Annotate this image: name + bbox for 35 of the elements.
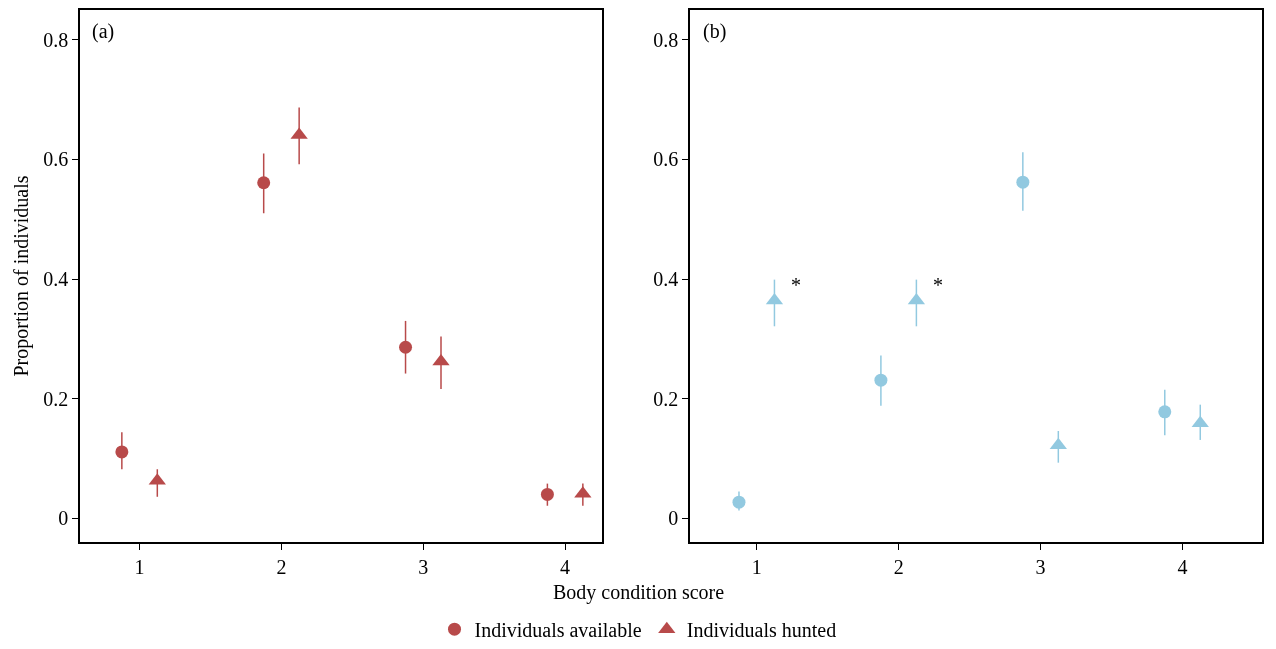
x-tick-label: 3 — [1035, 555, 1046, 578]
annotation: * — [791, 274, 801, 296]
x-tick-label: 3 — [418, 555, 429, 578]
point — [1049, 437, 1067, 450]
x-tick-label: 1 — [134, 555, 145, 578]
point — [257, 176, 271, 190]
y-axis-title: Proportion of individuals — [10, 175, 34, 377]
point — [399, 340, 413, 354]
x-tick-label: 2 — [276, 555, 287, 578]
y-tick-label: 0.4 — [653, 268, 679, 291]
y-tick-label: 0.4 — [43, 268, 69, 291]
x-tick-label: 4 — [1177, 555, 1188, 578]
point — [1016, 175, 1030, 189]
x-axis-title: Body condition score — [553, 581, 725, 604]
x-tick-label: 1 — [751, 555, 762, 578]
point — [540, 487, 554, 501]
y-tick-label: 0.6 — [653, 148, 679, 171]
y-tick-label: 0.2 — [653, 387, 679, 410]
annotation: (a) — [92, 20, 115, 43]
y-tick-label: 0.8 — [653, 28, 679, 51]
legend-label: Individuals hunted — [686, 618, 837, 641]
point — [874, 373, 888, 387]
y-tick-label: 0.6 — [43, 148, 69, 171]
point — [1158, 405, 1172, 419]
legend-label: Individuals available — [474, 618, 642, 641]
y-tick-label: 0 — [668, 507, 679, 530]
annotation: * — [933, 274, 943, 296]
annotation: (b) — [703, 20, 727, 43]
y-tick-label: 0.8 — [43, 28, 69, 51]
x-tick-label: 4 — [560, 555, 571, 578]
point — [732, 495, 746, 509]
x-tick-label: 2 — [893, 555, 904, 578]
y-tick-label: 0 — [58, 507, 69, 530]
y-tick-label: 0.2 — [43, 387, 69, 410]
point — [115, 445, 129, 459]
